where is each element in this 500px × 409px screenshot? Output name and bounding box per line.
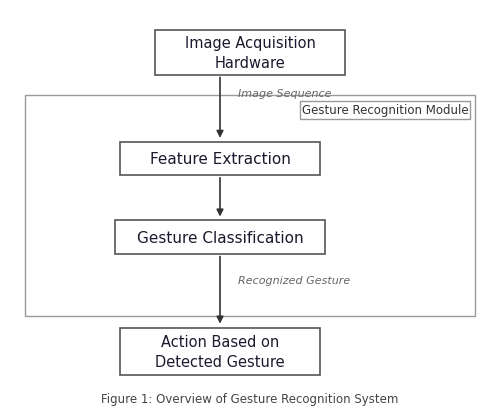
Text: Gesture Classification: Gesture Classification: [136, 230, 304, 245]
Bar: [115, 221, 325, 254]
Bar: [120, 142, 320, 176]
Text: Feature Extraction: Feature Extraction: [150, 152, 290, 166]
Text: Recognized Gesture: Recognized Gesture: [238, 276, 350, 286]
Bar: [155, 30, 345, 76]
Text: Image Acquisition
Hardware: Image Acquisition Hardware: [184, 36, 316, 70]
Text: Gesture Recognition Module: Gesture Recognition Module: [302, 104, 468, 117]
Text: Figure 1: Overview of Gesture Recognition System: Figure 1: Overview of Gesture Recognitio…: [102, 392, 399, 405]
Text: Action Based on
Detected Gesture: Action Based on Detected Gesture: [155, 334, 285, 369]
Bar: [120, 328, 320, 375]
Bar: [25, 96, 475, 316]
Bar: [300, 101, 470, 120]
Text: Image Sequence: Image Sequence: [238, 89, 331, 99]
